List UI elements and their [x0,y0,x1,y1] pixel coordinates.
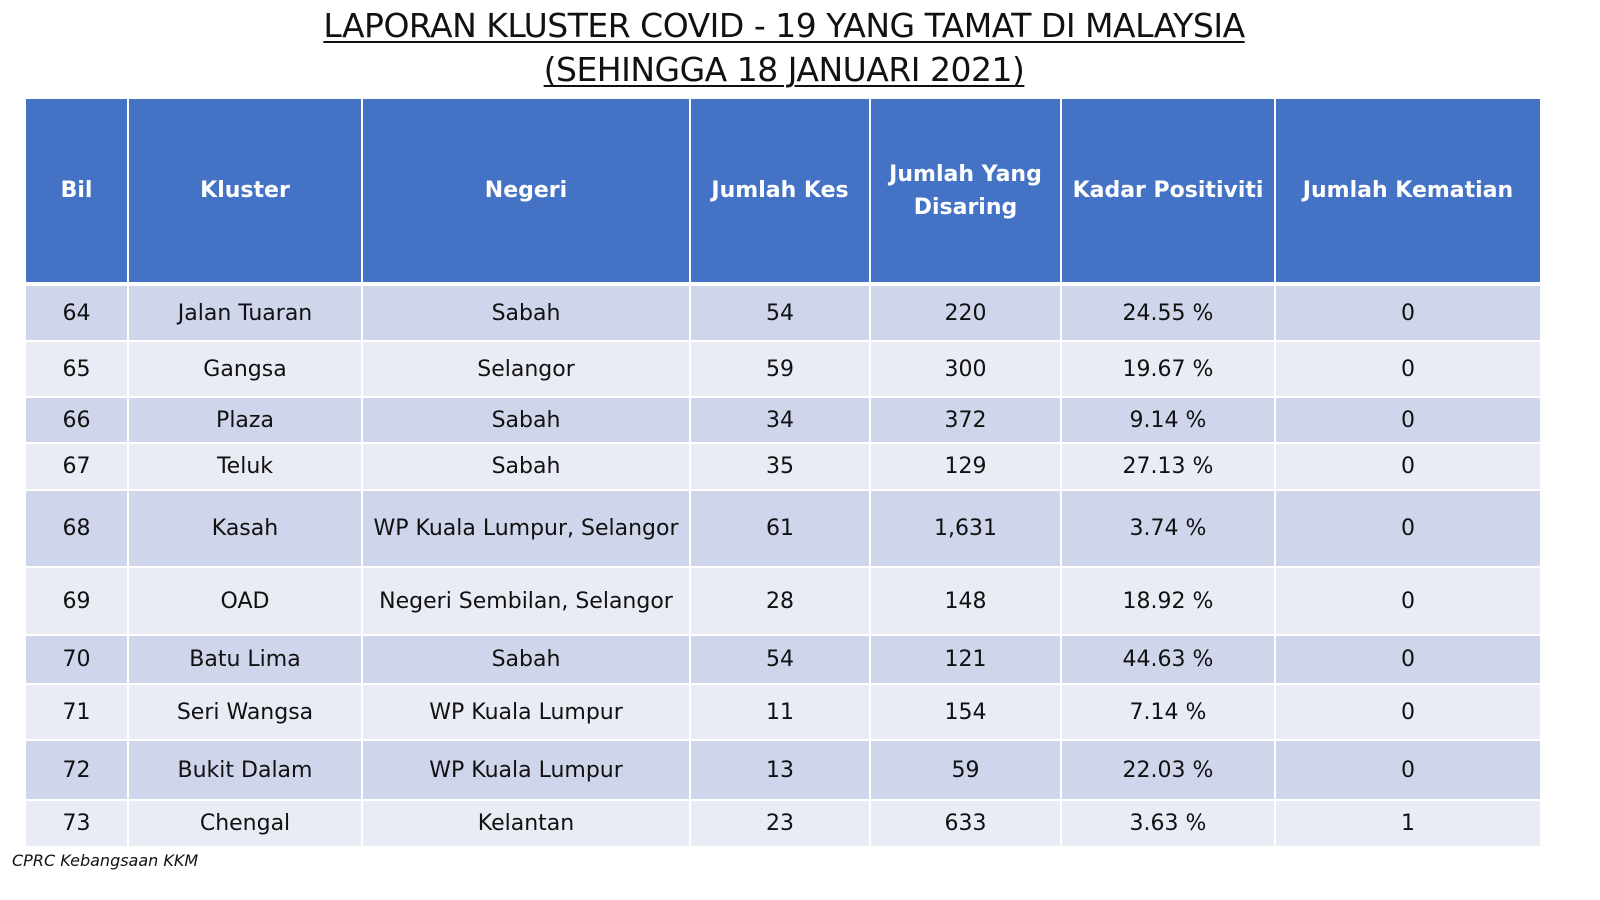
table-row: 71 Seri Wangsa WP Kuala Lumpur 11 154 7.… [26,683,1540,741]
cell-jumlah-kes: 28 [689,566,871,636]
title-date-text: (SEHINGGA 18 JANUARI 2021) [543,50,1025,89]
cell-jumlah-disaring: 148 [869,566,1062,636]
table-row: 68 Kasah WP Kuala Lumpur, Selangor 61 1,… [26,489,1540,568]
cell-jumlah-kes: 35 [689,442,871,491]
cell-negeri: WP Kuala Lumpur [361,739,691,801]
cell-kadar-positiviti: 18.92 % [1060,566,1276,636]
cell-jumlah-disaring: 129 [869,442,1062,491]
cell-bil: 67 [26,442,129,491]
cell-jumlah-disaring: 59 [869,739,1062,801]
cell-jumlah-kematian: 0 [1274,683,1540,741]
cell-kadar-positiviti: 7.14 % [1060,683,1276,741]
cell-negeri: Sabah [361,442,691,491]
cell-kadar-positiviti: 27.13 % [1060,442,1276,491]
header-jumlah-disaring: Jumlah Yang Disaring [869,99,1062,286]
cell-kluster: Batu Lima [127,634,363,685]
header-bil: Bil [26,99,129,286]
title-main-text: LAPORAN KLUSTER COVID - 19 YANG TAMAT DI… [323,6,1245,45]
cell-negeri: Sabah [361,634,691,685]
cell-jumlah-disaring: 154 [869,683,1062,741]
cell-jumlah-kematian: 1 [1274,799,1540,848]
cell-jumlah-disaring: 220 [869,283,1062,342]
table-body: 64 Jalan Tuaran Sabah 54 220 24.55 % 0 6… [26,283,1540,848]
cell-jumlah-kematian: 0 [1274,566,1540,636]
table-row: 70 Batu Lima Sabah 54 121 44.63 % 0 [26,634,1540,685]
cell-jumlah-disaring: 372 [869,396,1062,444]
cell-kluster: OAD [127,566,363,636]
table-row: 65 Gangsa Selangor 59 300 19.67 % 0 [26,340,1540,398]
header-jumlah-kematian: Jumlah Kematian [1274,99,1540,286]
table-row: 66 Plaza Sabah 34 372 9.14 % 0 [26,396,1540,444]
header-row: Bil Kluster Negeri Jumlah Kes Jumlah Yan… [26,99,1540,286]
cell-negeri: Sabah [361,283,691,342]
header-kadar-positiviti: Kadar Positiviti [1060,99,1276,286]
cell-bil: 68 [26,489,129,568]
cell-jumlah-disaring: 1,631 [869,489,1062,568]
header-jumlah-kes: Jumlah Kes [689,99,871,286]
cell-bil: 66 [26,396,129,444]
cell-kluster: Chengal [127,799,363,848]
cluster-table: Bil Kluster Negeri Jumlah Kes Jumlah Yan… [26,99,1540,848]
cell-kluster: Teluk [127,442,363,491]
cell-jumlah-kematian: 0 [1274,396,1540,444]
table-row: 72 Bukit Dalam WP Kuala Lumpur 13 59 22.… [26,739,1540,801]
cell-kadar-positiviti: 9.14 % [1060,396,1276,444]
header-negeri: Negeri [361,99,691,286]
cell-negeri: Sabah [361,396,691,444]
cell-jumlah-kematian: 0 [1274,442,1540,491]
cell-jumlah-disaring: 300 [869,340,1062,398]
cell-jumlah-disaring: 121 [869,634,1062,685]
cell-kadar-positiviti: 24.55 % [1060,283,1276,342]
cell-negeri: WP Kuala Lumpur, Selangor [361,489,691,568]
cell-jumlah-kematian: 0 [1274,283,1540,342]
cell-jumlah-disaring: 633 [869,799,1062,848]
cell-jumlah-kes: 11 [689,683,871,741]
cell-kluster: Bukit Dalam [127,739,363,801]
cell-jumlah-kematian: 0 [1274,634,1540,685]
source-note: CPRC Kebangsaan KKM [12,851,199,870]
cell-jumlah-kematian: 0 [1274,340,1540,398]
table-row: 69 OAD Negeri Sembilan, Selangor 28 148 … [26,566,1540,636]
report-title: LAPORAN KLUSTER COVID - 19 YANG TAMAT DI… [0,4,1568,92]
cell-bil: 73 [26,799,129,848]
cell-jumlah-kematian: 0 [1274,739,1540,801]
cell-jumlah-kes: 59 [689,340,871,398]
cell-kadar-positiviti: 44.63 % [1060,634,1276,685]
table-header: Bil Kluster Negeri Jumlah Kes Jumlah Yan… [26,99,1540,286]
cell-negeri: Kelantan [361,799,691,848]
cell-jumlah-kes: 54 [689,634,871,685]
table-row: 67 Teluk Sabah 35 129 27.13 % 0 [26,442,1540,491]
cell-kluster: Gangsa [127,340,363,398]
cell-jumlah-kes: 13 [689,739,871,801]
cell-kadar-positiviti: 22.03 % [1060,739,1276,801]
cell-negeri: Negeri Sembilan, Selangor [361,566,691,636]
cell-jumlah-kes: 54 [689,283,871,342]
cell-bil: 64 [26,283,129,342]
cell-jumlah-kes: 34 [689,396,871,444]
cell-bil: 70 [26,634,129,685]
cell-kadar-positiviti: 19.67 % [1060,340,1276,398]
cell-jumlah-kes: 23 [689,799,871,848]
header-kluster: Kluster [127,99,363,286]
cell-kadar-positiviti: 3.74 % [1060,489,1276,568]
title-line-1: LAPORAN KLUSTER COVID - 19 YANG TAMAT DI… [0,4,1568,48]
cell-bil: 71 [26,683,129,741]
cell-bil: 69 [26,566,129,636]
cell-jumlah-kes: 61 [689,489,871,568]
table-row: 64 Jalan Tuaran Sabah 54 220 24.55 % 0 [26,283,1540,342]
cell-kluster: Kasah [127,489,363,568]
table-row: 73 Chengal Kelantan 23 633 3.63 % 1 [26,799,1540,848]
cell-kluster: Jalan Tuaran [127,283,363,342]
cell-negeri: Selangor [361,340,691,398]
title-line-2: (SEHINGGA 18 JANUARI 2021) [0,48,1568,92]
cell-bil: 65 [26,340,129,398]
cell-kadar-positiviti: 3.63 % [1060,799,1276,848]
cell-jumlah-kematian: 0 [1274,489,1540,568]
cell-kluster: Seri Wangsa [127,683,363,741]
cell-kluster: Plaza [127,396,363,444]
cell-negeri: WP Kuala Lumpur [361,683,691,741]
cell-bil: 72 [26,739,129,801]
